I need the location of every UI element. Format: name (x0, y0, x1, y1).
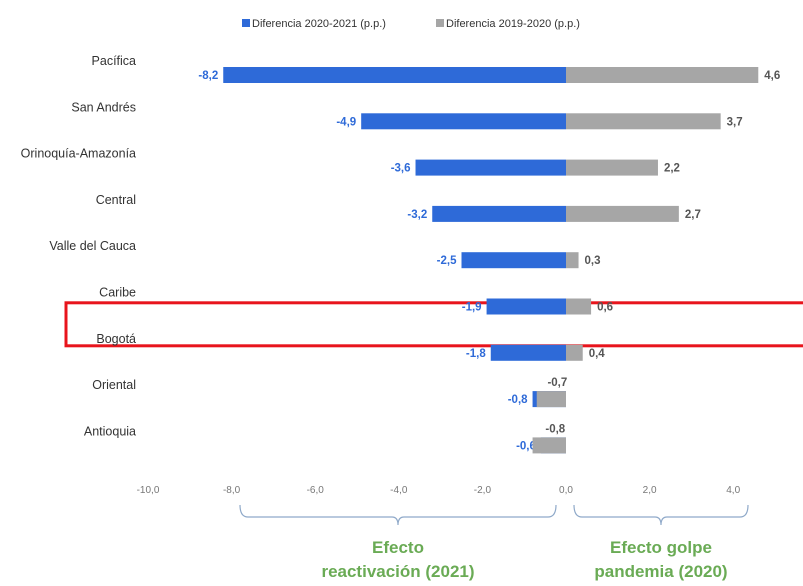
legend: Diferencia 2020-2021 (p.p.) Diferencia 20… (242, 18, 580, 30)
data-label-2019-2020: 0,4 (589, 348, 606, 360)
bar-2019-2020 (566, 67, 759, 83)
category-label: San Andrés (71, 100, 136, 114)
bar-2019-2020 (566, 205, 679, 222)
data-label-2019-2020: 4,6 (764, 70, 780, 82)
category-label: Valle del Cauca (49, 239, 136, 253)
highlight-box (64, 301, 803, 348)
data-label-2019-2020: -0,8 (545, 423, 565, 435)
annotation-line-2: reactivación (2021) (321, 562, 474, 581)
category-label: Oriental (92, 378, 136, 392)
category-label: Antioquia (84, 424, 136, 438)
data-label-2020-2021: -1,9 (462, 302, 482, 314)
data-label-2020-2021: -0,8 (508, 394, 528, 406)
data-label-2020-2021: -2,5 (437, 255, 457, 267)
data-label-2020-2021: -8,2 (198, 70, 218, 82)
x-axis: -10,0 -8,0 -6,0 -4,0 -2,0 0,0 2,0 4,0 (137, 485, 741, 496)
x-tick-label: 2,0 (643, 485, 657, 496)
data-label-2019-2020: 0,6 (597, 302, 613, 314)
data-label-2020-2021: -0,6 (516, 440, 536, 452)
bars-group: Pacífica -8,2 4,6 San Andrés -4,9 3,7 Orinoquí… (21, 54, 780, 454)
brace (239, 504, 557, 526)
data-label-2019-2020: -0,7 (547, 377, 567, 389)
bar-2019-2020 (566, 298, 592, 315)
bar-2019-2020 (532, 437, 566, 454)
bar-2019-2020 (566, 159, 658, 176)
bar-2019-2020 (566, 344, 583, 361)
annotations-group: Efecto reactivación (2021) Efecto golpe pan… (239, 504, 749, 581)
data-label-2020-2021: -1,8 (466, 348, 486, 360)
bar-2019-2020 (566, 113, 721, 130)
x-tick-label: -10,0 (137, 485, 160, 496)
bar-2020-2021 (486, 298, 566, 315)
legend-swatch-2 (436, 19, 444, 27)
bar-2019-2020 (566, 252, 579, 269)
data-label-2019-2020: 3,7 (727, 116, 743, 128)
category-label: Bogotá (96, 332, 136, 346)
bar-2020-2021 (490, 344, 566, 361)
data-label-2020-2021: -4,9 (336, 116, 356, 128)
category-label: Central (96, 193, 136, 207)
category-label: Pacífica (92, 54, 137, 68)
bar-2020-2021 (415, 159, 566, 176)
category-label: Orinoquía-Amazonía (21, 147, 136, 161)
x-tick-label: 0,0 (559, 485, 573, 496)
bar-2019-2020 (536, 391, 566, 408)
x-tick-label: -6,0 (307, 485, 325, 496)
data-label-2020-2021: -3,2 (407, 209, 427, 221)
legend-swatch-1 (242, 19, 250, 27)
annotation-line-1: Efecto (372, 538, 424, 557)
data-label-2019-2020: 0,3 (585, 255, 601, 267)
bar-2020-2021 (223, 67, 567, 83)
annotation-line-1: Efecto golpe (610, 538, 712, 557)
highlight-group (64, 301, 803, 348)
x-tick-label: 4,0 (726, 485, 740, 496)
x-tick-label: -4,0 (390, 485, 408, 496)
x-tick-label: -8,0 (223, 485, 241, 496)
x-tick-label: -2,0 (474, 485, 492, 496)
legend-label-2: Diferencia 2019-2020 (p.p.) (446, 18, 580, 30)
bar-2020-2021 (432, 205, 566, 222)
data-label-2020-2021: -3,6 (391, 163, 411, 175)
annotation-line-2: pandemia (2020) (594, 562, 727, 581)
bar-2020-2021 (361, 113, 566, 130)
brace (573, 504, 749, 526)
data-label-2019-2020: 2,2 (664, 163, 680, 175)
data-label-2019-2020: 2,7 (685, 209, 701, 221)
legend-label-1: Diferencia 2020-2021 (p.p.) (252, 18, 386, 30)
bar-2020-2021 (461, 252, 566, 269)
category-label: Caribe (99, 286, 136, 300)
